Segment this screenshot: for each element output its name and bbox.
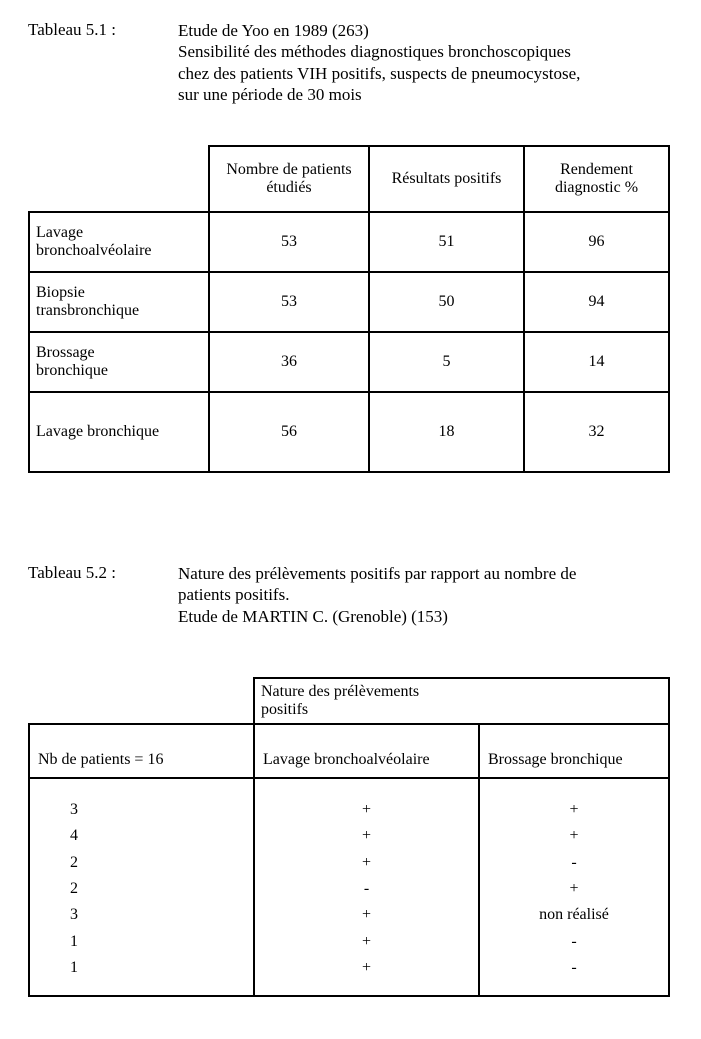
table51-row2-label: Brossage bronchique [29, 332, 209, 392]
table51-row1-label: Biopsie transbronchique [29, 272, 209, 332]
table51-row1-pct: 94 [524, 272, 669, 332]
cell-text: 2 [70, 854, 78, 872]
cell-text: Nature des prélèvements [261, 683, 419, 700]
table51-caption: Tableau 5.1 : Etude de Yoo en 1989 (263)… [28, 20, 673, 105]
table52-sub-row: Nb de patients = 16 Lavage bronchoalvéol… [29, 724, 669, 778]
cell-text: Biopsie [36, 284, 85, 301]
table52-header-nature: Nature des prélèvements positifs [254, 678, 669, 724]
table52-header-bb: Brossage bronchique [479, 724, 669, 778]
table-row: Biopsie transbronchique 53 50 94 [29, 272, 669, 332]
cell-text: + [569, 827, 578, 845]
table51-row2-pct: 14 [524, 332, 669, 392]
table51-row1-pos: 50 [369, 272, 524, 332]
table51-row3-n: 56 [209, 392, 369, 472]
cell-text: + [362, 827, 371, 845]
table51-header-row: Nombre de patients étudiés Résultats pos… [29, 146, 669, 212]
table52-top-row: Nature des prélèvements positifs [29, 678, 669, 724]
cell-text: - [571, 959, 576, 977]
table51-header-rendement-l2: diagnostic % [555, 179, 638, 196]
table51-caption-line2: Sensibilité des méthodes diagnostiques b… [178, 42, 571, 61]
cell-text: - [571, 854, 576, 872]
cell-text: 4 [70, 827, 78, 845]
table52-caption: Tableau 5.2 : Nature des prélèvements po… [28, 563, 673, 627]
table52-col-n: 3 4 2 2 3 1 1 [29, 778, 254, 997]
table52-col-lba: + + + - + + + [254, 778, 479, 997]
cell-text: - [571, 933, 576, 951]
table-row: Brossage bronchique 36 5 14 [29, 332, 669, 392]
table51-header-nombre: Nombre de patients étudiés [209, 146, 369, 212]
table51-row0-pct: 96 [524, 212, 669, 272]
cell-text: + [362, 801, 371, 819]
cell-text: Lavage bronchique [36, 423, 159, 440]
table52-caption-text: Nature des prélèvements positifs par rap… [178, 563, 673, 627]
cell-text: 2 [70, 880, 78, 898]
table51-caption-text: Etude de Yoo en 1989 (263) Sensibilité d… [178, 20, 673, 105]
table51-header-resultats: Résultats positifs [369, 146, 524, 212]
cell-text: 3 [70, 801, 78, 819]
table51-caption-line4: sur une période de 30 mois [178, 85, 362, 104]
table51-header-nombre-l1: Nombre de patients [226, 161, 351, 178]
table51: Nombre de patients étudiés Résultats pos… [28, 145, 670, 473]
table-row: Lavage bronchique 56 18 32 [29, 392, 669, 472]
table51-row0-n: 53 [209, 212, 369, 272]
cell-text: bronchoalvéolaire [36, 242, 152, 259]
table52-caption-line3: Etude de MARTIN C. (Grenoble) (153) [178, 607, 448, 626]
cell-text: + [362, 933, 371, 951]
table-row: Lavage bronchoalvéolaire 53 51 96 [29, 212, 669, 272]
table51-row3-pct: 32 [524, 392, 669, 472]
table52-body-row: 3 4 2 2 3 1 1 + + + - + + + + + [29, 778, 669, 997]
table52: Nature des prélèvements positifs Nb de p… [28, 677, 670, 998]
table52-label: Tableau 5.2 : [28, 563, 178, 583]
cell-text: non réalisé [539, 906, 609, 924]
table51-header-spacer [29, 146, 209, 212]
table51-row0-label: Lavage bronchoalvéolaire [29, 212, 209, 272]
table51-row3-pos: 18 [369, 392, 524, 472]
table51-row1-n: 53 [209, 272, 369, 332]
cell-text: - [364, 880, 369, 898]
cell-text: positifs [261, 701, 308, 718]
cell-text: + [569, 801, 578, 819]
cell-text: + [362, 906, 371, 924]
table51-header-nombre-l2: étudiés [266, 179, 311, 196]
table51-caption-line1: Etude de Yoo en 1989 (263) [178, 21, 369, 40]
table51-row3-label: Lavage bronchique [29, 392, 209, 472]
cell-text: + [362, 959, 371, 977]
table52-caption-line1: Nature des prélèvements positifs par rap… [178, 564, 576, 583]
cell-text: + [569, 880, 578, 898]
table52-header-lba: Lavage bronchoalvéolaire [254, 724, 479, 778]
table51-label: Tableau 5.1 : [28, 20, 178, 40]
table51-row2-pos: 5 [369, 332, 524, 392]
table52-col-bb: + + - + non réalisé - - [479, 778, 669, 997]
table51-header-rendement-l1: Rendement [560, 161, 633, 178]
table52-top-spacer [29, 678, 254, 724]
table51-row0-pos: 51 [369, 212, 524, 272]
cell-text: 3 [70, 906, 78, 924]
cell-text: + [362, 854, 371, 872]
table51-row2-n: 36 [209, 332, 369, 392]
table51-caption-line3: chez des patients VIH positifs, suspects… [178, 64, 580, 83]
table51-header-rendement: Rendement diagnostic % [524, 146, 669, 212]
cell-text: 1 [70, 959, 78, 977]
cell-text: Brossage [36, 344, 95, 361]
cell-text: transbronchique [36, 302, 139, 319]
cell-text: 1 [70, 933, 78, 951]
cell-text: Lavage [36, 224, 83, 241]
cell-text: bronchique [36, 362, 108, 379]
table52-caption-line2: patients positifs. [178, 585, 289, 604]
table52-header-nb: Nb de patients = 16 [29, 724, 254, 778]
